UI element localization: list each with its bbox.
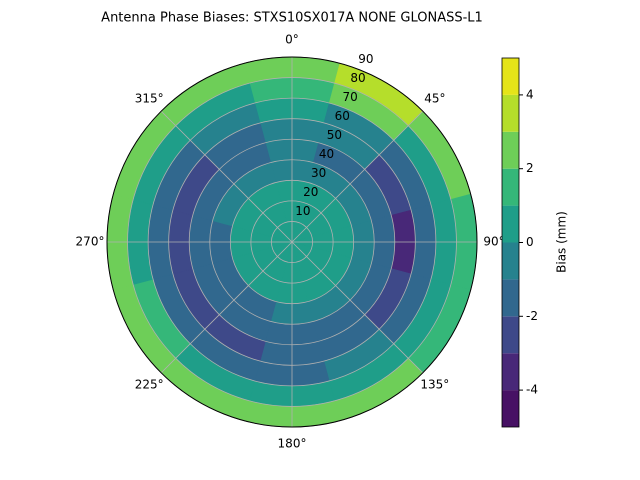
colorbar-band — [502, 58, 519, 95]
r-tick-label: 30 — [311, 166, 326, 180]
colorbar-band — [502, 94, 519, 132]
colorbar-band — [502, 131, 519, 169]
theta-tick-label: 180° — [278, 437, 307, 451]
r-tick-label: 80 — [350, 71, 365, 85]
polar-frame — [106, 56, 478, 428]
theta-tick-label: 225° — [135, 377, 164, 391]
grid-spoke — [291, 241, 424, 374]
r-tick-label: 10 — [295, 204, 310, 218]
r-tick-label: 90 — [358, 52, 373, 66]
grid-spoke — [160, 110, 293, 243]
r-tick-label: 40 — [319, 147, 334, 161]
r-tick-label: 70 — [342, 90, 357, 104]
theta-tick-label: 45° — [424, 92, 445, 106]
colorbar-band — [502, 316, 519, 354]
theta-tick-label: 135° — [420, 377, 449, 391]
colorbar-tick-label: 4 — [526, 87, 534, 101]
colorbar-band — [502, 168, 519, 206]
r-tick-label: 20 — [303, 185, 318, 199]
colorbar-tick-label: 2 — [526, 161, 534, 175]
grid-spoke — [291, 110, 424, 243]
theta-tick-label: 270° — [76, 235, 105, 249]
theta-tick-label: 315° — [135, 92, 164, 106]
colorbar-band — [502, 205, 519, 243]
r-tick-label: 60 — [335, 109, 350, 123]
theta-tick-label: 90° — [483, 235, 504, 249]
colorbar-tick-label: -2 — [526, 309, 538, 323]
chart-title: Antenna Phase Biases: STXS10SX017A NONE … — [101, 11, 483, 26]
colorbar-tick-label: 0 — [526, 235, 534, 249]
colorbar-band — [502, 390, 519, 427]
r-tick-label: 50 — [327, 128, 342, 142]
colorbar-band — [502, 353, 519, 391]
colorbar-label: Bias (mm) — [555, 211, 569, 273]
theta-tick-label: 0° — [285, 33, 299, 47]
colorbar-band — [502, 279, 519, 317]
colorbar-band — [502, 242, 519, 280]
grid-spoke — [160, 241, 293, 374]
colorbar-tick-label: -4 — [526, 383, 538, 397]
